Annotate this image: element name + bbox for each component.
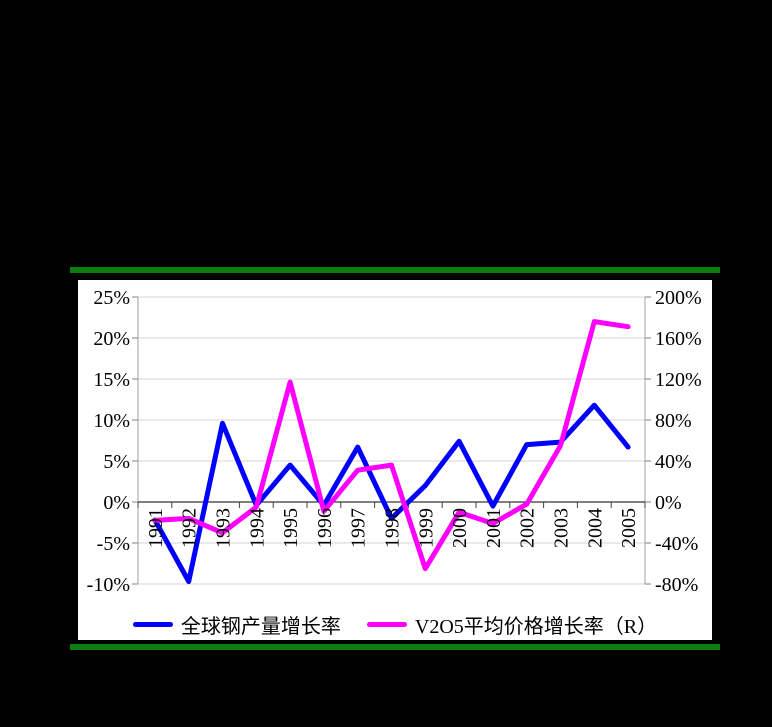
x-axis-year-label: 1994 bbox=[246, 508, 268, 548]
x-axis-year-label: 1993 bbox=[213, 508, 235, 548]
right-axis-tick-label: 80% bbox=[655, 410, 692, 432]
left-axis-tick-label: -10% bbox=[87, 574, 130, 596]
left-axis-tick-label: 20% bbox=[93, 328, 130, 350]
left-axis-tick-label: 10% bbox=[93, 410, 130, 432]
right-axis-tick-label: 160% bbox=[655, 328, 702, 350]
top-green-divider bbox=[70, 267, 720, 273]
left-axis-tick-label: -5% bbox=[97, 533, 130, 555]
legend-item-steel-output: 全球钢产量增长率 bbox=[132, 610, 341, 639]
x-axis-year-label: 2000 bbox=[449, 508, 471, 548]
left-axis-tick-label: 5% bbox=[103, 451, 130, 473]
right-axis-tick-label: -40% bbox=[655, 533, 698, 555]
legend-line-swatch-v2o5 bbox=[366, 622, 407, 627]
legend-label-steel: 全球钢产量增长率 bbox=[180, 616, 341, 638]
legend-line-swatch-steel bbox=[132, 622, 173, 627]
x-axis-year-label: 1991 bbox=[145, 508, 167, 548]
x-axis-year-label: 1996 bbox=[314, 508, 336, 548]
x-axis-year-label: 1997 bbox=[348, 508, 370, 548]
right-axis-tick-label: 40% bbox=[655, 451, 692, 473]
left-axis-tick-label: 0% bbox=[103, 492, 130, 514]
x-axis-year-label: 2003 bbox=[551, 508, 573, 548]
growth-rate-line-chart: 25% 200% 20% 160% 15% 120% 10% 80% 5% 40% 0% 0% -5% -… bbox=[87, 287, 702, 596]
right-axis-tick-label: 200% bbox=[655, 287, 702, 309]
chart-legend: 全球钢产量增长率 V2O5平均价格增长率（R） bbox=[78, 610, 712, 639]
x-axis-year-label: 2004 bbox=[584, 508, 606, 548]
right-axis-tick-label: -80% bbox=[655, 574, 698, 596]
x-axis-year-label: 1999 bbox=[415, 508, 437, 548]
legend-item-v2o5-price: V2O5平均价格增长率（R） bbox=[366, 610, 658, 639]
series-line-1 bbox=[152, 319, 631, 572]
left-axis-tick-label: 25% bbox=[93, 287, 130, 309]
chart-panel: 25% 200% 20% 160% 15% 120% 10% 80% 5% 40% 0% 0% -5% -… bbox=[78, 280, 712, 640]
left-axis-tick-label: 15% bbox=[93, 369, 130, 391]
right-axis-tick-label: 120% bbox=[655, 369, 702, 391]
series-line-0 bbox=[152, 402, 631, 584]
x-axis-year-label: 2005 bbox=[618, 508, 640, 548]
x-axis-year-label: 1995 bbox=[280, 508, 302, 548]
x-axis-year-label: 1998 bbox=[382, 508, 404, 548]
x-axis-year-label: 1992 bbox=[179, 508, 201, 548]
bottom-green-divider bbox=[70, 644, 720, 650]
x-axis-year-label: 2002 bbox=[517, 508, 539, 548]
right-axis-tick-label: 0% bbox=[655, 492, 682, 514]
x-axis-year-label: 2001 bbox=[483, 508, 505, 548]
legend-label-v2o5: V2O5平均价格增长率（R） bbox=[414, 616, 658, 638]
